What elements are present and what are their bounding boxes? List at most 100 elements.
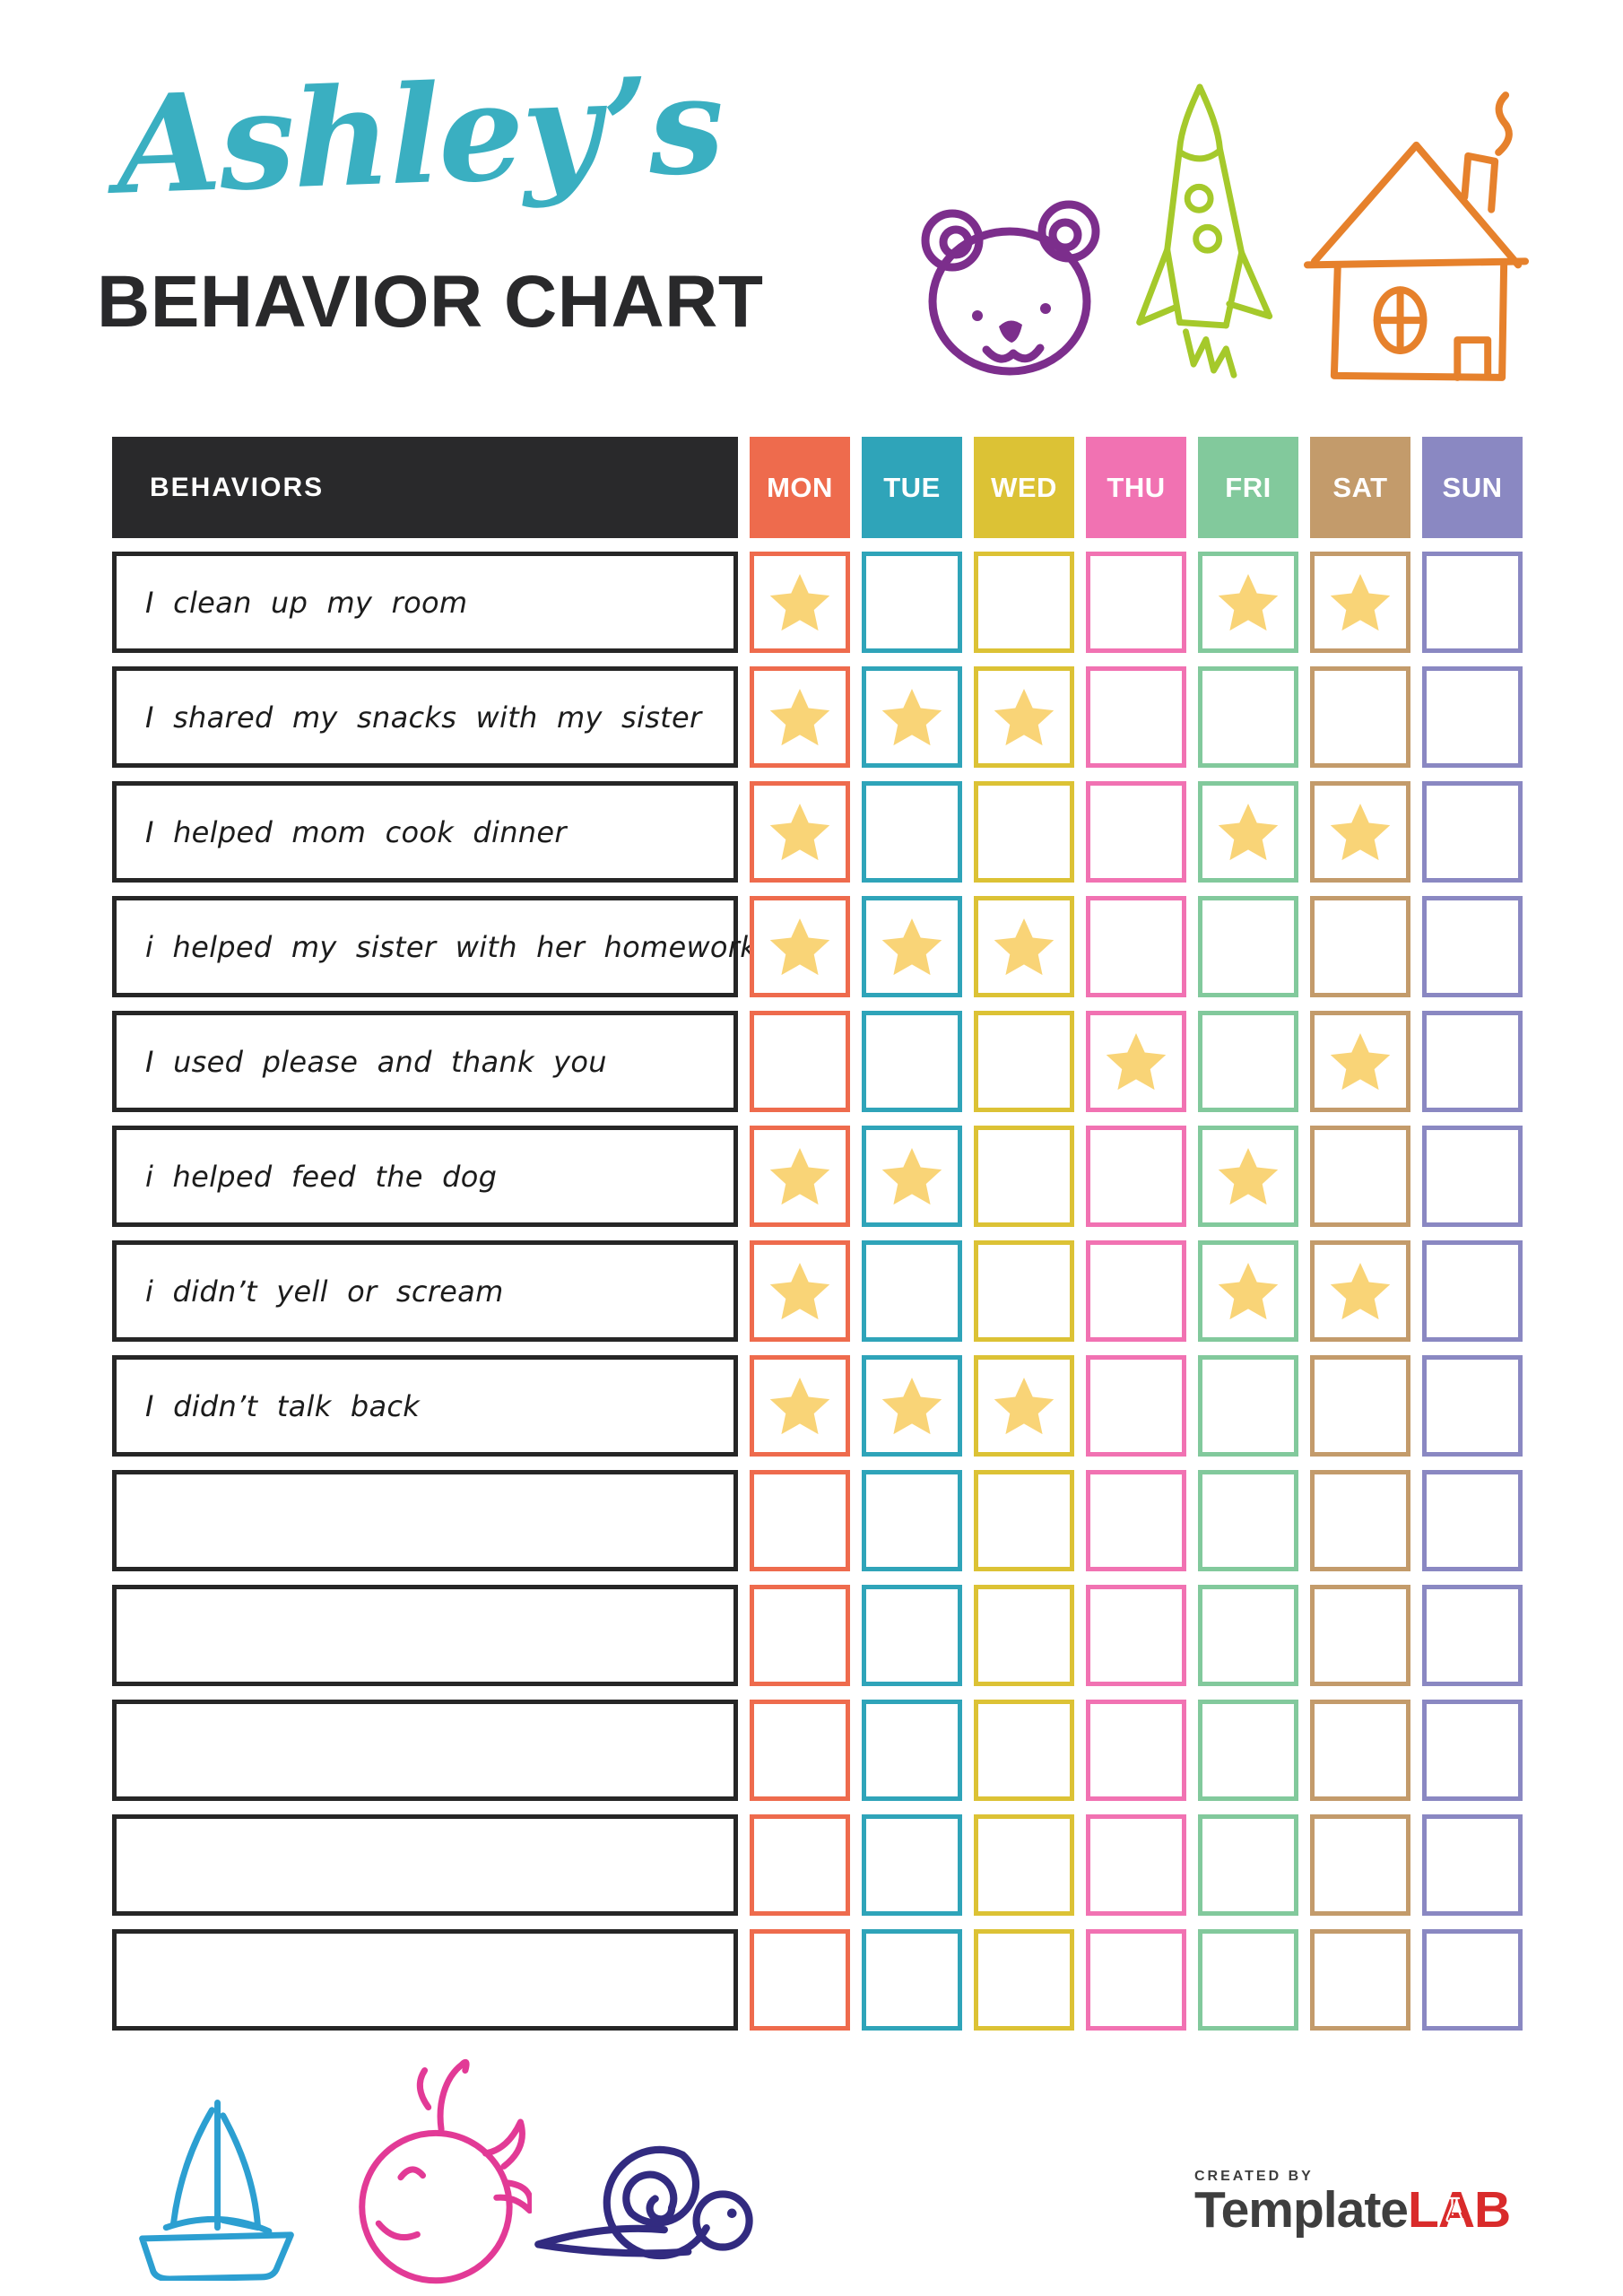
cell-sat-row7 <box>1310 1240 1410 1342</box>
cell-tue-row2 <box>862 666 962 768</box>
behavior-cell-row9 <box>112 1470 738 1571</box>
cell-fri-row12 <box>1198 1814 1298 1916</box>
cell-fri-row13 <box>1198 1929 1298 2031</box>
cell-sat-row10 <box>1310 1585 1410 1686</box>
star-icon <box>1218 803 1279 860</box>
behaviors-header: BEHAVIORS <box>112 437 738 538</box>
cell-wed-row6 <box>974 1126 1074 1227</box>
snail-icon <box>534 2145 753 2260</box>
cell-sat-row2 <box>1310 666 1410 768</box>
star-icon <box>1218 1147 1279 1205</box>
behavior-label: I shared my snacks with my sister <box>145 700 702 735</box>
cell-tue-row10 <box>862 1585 962 1686</box>
star-icon <box>994 918 1055 975</box>
behavior-cell-row7: i didn’t yell or scream <box>112 1240 738 1342</box>
star-icon <box>994 688 1055 745</box>
cell-tue-row8 <box>862 1355 962 1457</box>
cell-thu-row7 <box>1086 1240 1186 1342</box>
behavior-cell-row3: I helped mom cook dinner <box>112 781 738 883</box>
cell-wed-row9 <box>974 1470 1074 1571</box>
star-icon <box>769 1377 830 1434</box>
cell-wed-row8 <box>974 1355 1074 1457</box>
cell-sun-row11 <box>1422 1700 1523 1801</box>
behavior-cell-row4: i helped my sister with her homework <box>112 896 757 997</box>
cell-wed-row5 <box>974 1011 1074 1112</box>
cell-tue-row12 <box>862 1814 962 1916</box>
cell-wed-row13 <box>974 1929 1074 2031</box>
day-header-mon: MON <box>750 437 850 538</box>
cell-tue-row6 <box>862 1126 962 1227</box>
star-icon <box>1218 573 1279 631</box>
day-header-fri: FRI <box>1198 437 1298 538</box>
cell-tue-row9 <box>862 1470 962 1571</box>
cell-mon-row3 <box>750 781 850 883</box>
behavior-label: I used please and thank you <box>145 1044 607 1079</box>
cell-mon-row9 <box>750 1470 850 1571</box>
cell-sun-row10 <box>1422 1585 1523 1686</box>
behavior-cell-row10 <box>112 1585 738 1686</box>
star-icon <box>881 918 942 975</box>
page-title-name: Ashley’s <box>114 46 725 225</box>
cell-sun-row9 <box>1422 1470 1523 1571</box>
behavior-label: i didn’t yell or scream <box>145 1274 504 1309</box>
cell-thu-row6 <box>1086 1126 1186 1227</box>
whale-icon <box>359 2058 532 2284</box>
star-icon <box>1330 1032 1391 1090</box>
day-header-tue: TUE <box>862 437 962 538</box>
cell-sat-row8 <box>1310 1355 1410 1457</box>
cell-mon-row6 <box>750 1126 850 1227</box>
behavior-cell-row2: I shared my snacks with my sister <box>112 666 738 768</box>
cell-mon-row10 <box>750 1585 850 1686</box>
cell-sat-row1 <box>1310 552 1410 653</box>
cell-tue-row1 <box>862 552 962 653</box>
behavior-cell-row5: I used please and thank you <box>112 1011 738 1112</box>
behavior-cell-row12 <box>112 1814 738 1916</box>
cell-sun-row2 <box>1422 666 1523 768</box>
behavior-cell-row8: I didn’t talk back <box>112 1355 738 1457</box>
cell-sat-row12 <box>1310 1814 1410 1916</box>
cell-sun-row8 <box>1422 1355 1523 1457</box>
cell-fri-row8 <box>1198 1355 1298 1457</box>
cell-thu-row2 <box>1086 666 1186 768</box>
star-icon <box>769 918 830 975</box>
cell-sun-row12 <box>1422 1814 1523 1916</box>
cell-mon-row5 <box>750 1011 850 1112</box>
cell-mon-row4 <box>750 896 850 997</box>
cell-sat-row6 <box>1310 1126 1410 1227</box>
cell-sun-row6 <box>1422 1126 1523 1227</box>
behavior-label: I helped mom cook dinner <box>145 814 567 849</box>
cell-tue-row7 <box>862 1240 962 1342</box>
cell-wed-row11 <box>974 1700 1074 1801</box>
star-icon <box>881 688 942 745</box>
star-icon <box>769 688 830 745</box>
cell-thu-row3 <box>1086 781 1186 883</box>
day-header-thu: THU <box>1086 437 1186 538</box>
cell-thu-row8 <box>1086 1355 1186 1457</box>
cell-tue-row4 <box>862 896 962 997</box>
behavior-table: BEHAVIORS MON TUE WED THU FRI SAT SUN I clean u… <box>112 437 1523 2031</box>
star-icon <box>769 573 830 631</box>
cell-sun-row13 <box>1422 1929 1523 2031</box>
cell-fri-row9 <box>1198 1470 1298 1571</box>
cell-tue-row13 <box>862 1929 962 2031</box>
cell-tue-row3 <box>862 781 962 883</box>
day-header-sun: SUN <box>1422 437 1523 538</box>
cell-mon-row12 <box>750 1814 850 1916</box>
star-icon <box>994 1377 1055 1434</box>
behavior-label: i helped feed the dog <box>145 1159 498 1194</box>
cell-mon-row8 <box>750 1355 850 1457</box>
star-icon <box>769 1262 830 1319</box>
star-icon <box>881 1147 942 1205</box>
cell-fri-row5 <box>1198 1011 1298 1112</box>
behavior-cell-row13 <box>112 1929 738 2031</box>
cell-mon-row7 <box>750 1240 850 1342</box>
behavior-cell-row6: i helped feed the dog <box>112 1126 738 1227</box>
cell-wed-row3 <box>974 781 1074 883</box>
cell-wed-row4 <box>974 896 1074 997</box>
cell-sat-row3 <box>1310 781 1410 883</box>
cell-thu-row1 <box>1086 552 1186 653</box>
cell-sat-row11 <box>1310 1700 1410 1801</box>
behavior-cell-row11 <box>112 1700 738 1801</box>
cell-mon-row13 <box>750 1929 850 2031</box>
